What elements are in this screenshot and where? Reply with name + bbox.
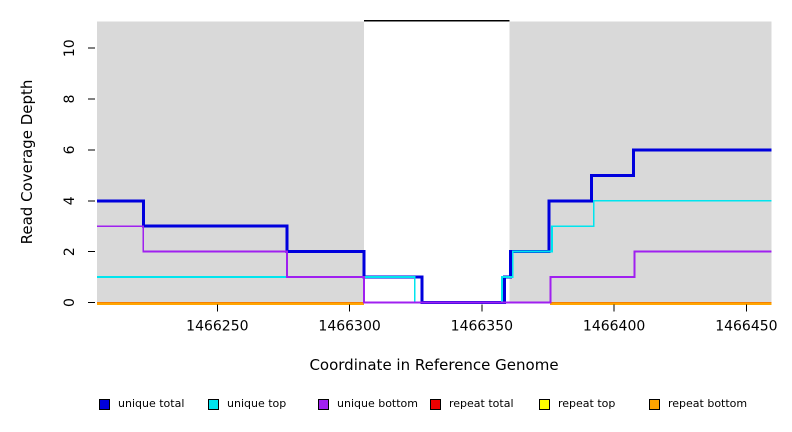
legend-label: repeat top	[558, 397, 616, 410]
series-line-unique-bottom	[97, 225, 772, 304]
legend-item-unique-bottom: unique bottom	[318, 396, 418, 412]
legend-item-repeat-top: repeat top	[539, 396, 615, 412]
repeat-region-right	[509, 21, 772, 304]
y-tick-label: 10	[62, 39, 78, 57]
shaded-regions	[97, 21, 772, 304]
legend-swatch-unique-bottom	[318, 398, 329, 410]
series-line-unique-total	[97, 148, 772, 304]
y-axis-title: Read Coverage Depth	[18, 80, 36, 245]
y-tick-label: 4	[62, 196, 78, 205]
series-line-unique-top	[97, 199, 772, 304]
legend-label: repeat bottom	[668, 397, 748, 410]
y-tick-label: 2	[62, 247, 78, 256]
legend-swatch-unique-total	[99, 398, 110, 410]
x-tick-label: 1466450	[715, 319, 777, 335]
x-tick-label: 1466350	[451, 319, 513, 335]
legend-swatch-repeat-bottom	[649, 398, 660, 410]
y-tick-label: 0	[62, 298, 78, 307]
legend-label: unique top	[227, 397, 287, 410]
legend-label: unique bottom	[337, 397, 419, 410]
legend-item-repeat-total: repeat total	[430, 396, 514, 412]
legend-label: repeat total	[449, 397, 514, 410]
y-tick-label: 6	[62, 145, 78, 154]
axes: 1466250 1466300 1466350 1466400 1466450 0 2 4 6 8…	[62, 39, 778, 334]
x-tick-label: 1466250	[186, 319, 248, 335]
y-tick-label: 8	[62, 95, 78, 104]
x-axis-title: Coordinate in Reference Genome	[309, 356, 558, 374]
legend-item-unique-top: unique top	[208, 396, 286, 412]
legend-swatch-repeat-total	[430, 398, 441, 410]
coverage-series	[97, 19, 772, 305]
legend-item-unique-total: unique total	[99, 396, 184, 412]
legend-item-repeat-bottom: repeat bottom	[649, 396, 747, 412]
legend: unique total unique top unique bottom repea…	[0, 396, 792, 416]
repeat-region-left	[97, 21, 364, 304]
x-tick-label: 1466400	[583, 319, 645, 335]
x-tick-label: 1466300	[318, 319, 380, 335]
legend-label: unique total	[118, 397, 185, 410]
legend-swatch-unique-top	[208, 398, 219, 410]
legend-swatch-repeat-top	[539, 398, 550, 410]
